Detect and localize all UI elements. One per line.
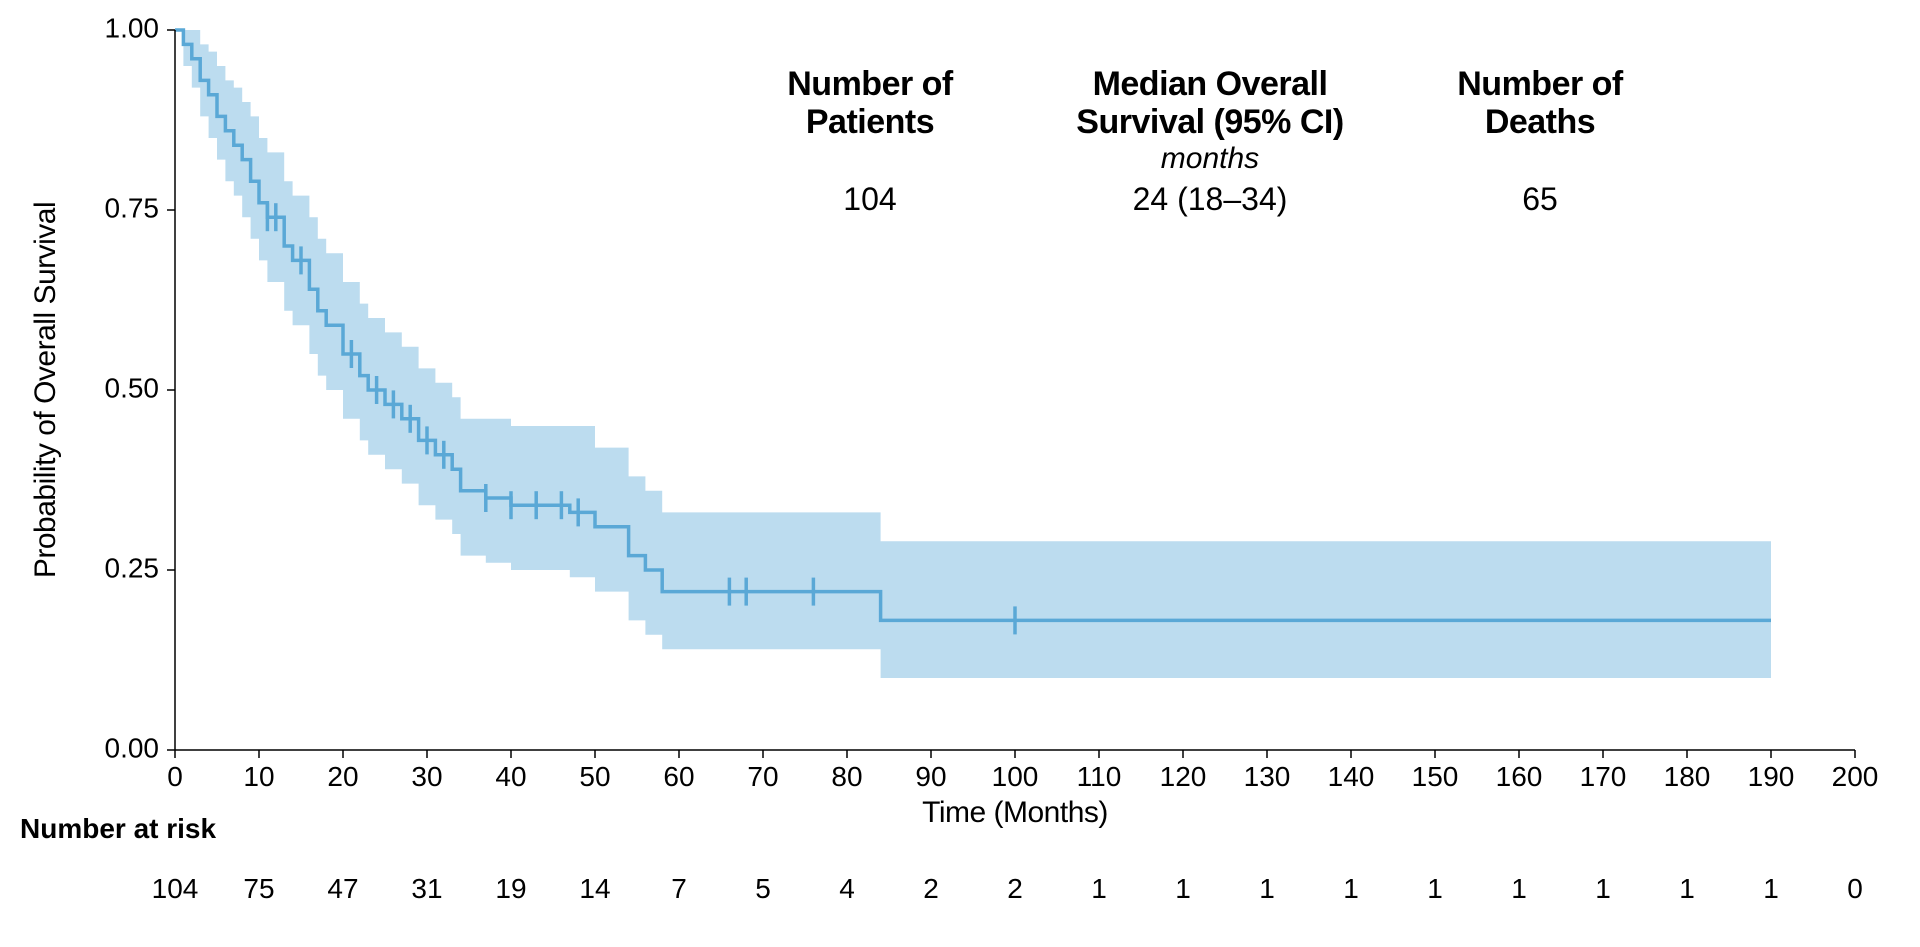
risk-value: 104 — [152, 873, 199, 904]
risk-table-label: Number at risk — [20, 813, 216, 844]
y-tick-label: 1.00 — [105, 12, 160, 43]
x-tick-label: 60 — [663, 761, 694, 792]
risk-value: 75 — [243, 873, 274, 904]
x-tick-label: 180 — [1664, 761, 1711, 792]
summary-header: Survival (95% CI) — [1076, 103, 1343, 141]
x-tick-label: 200 — [1832, 761, 1879, 792]
summary-subheader: months — [1161, 142, 1259, 175]
risk-value: 0 — [1847, 873, 1863, 904]
risk-value: 1 — [1259, 873, 1275, 904]
risk-value: 1 — [1679, 873, 1695, 904]
summary-value: 104 — [843, 181, 896, 217]
summary-header: Patients — [806, 103, 934, 141]
risk-value: 1 — [1091, 873, 1107, 904]
summary-header: Number of — [787, 65, 954, 103]
y-tick-label: 0.00 — [105, 732, 160, 763]
risk-value: 1 — [1511, 873, 1527, 904]
x-tick-label: 170 — [1580, 761, 1627, 792]
x-tick-label: 20 — [327, 761, 358, 792]
x-axis-title: Time (Months) — [922, 796, 1108, 829]
x-tick-label: 110 — [1077, 761, 1122, 792]
x-tick-label: 190 — [1748, 761, 1795, 792]
risk-value: 2 — [1007, 873, 1023, 904]
y-tick-label: 0.75 — [105, 192, 160, 223]
x-tick-label: 40 — [495, 761, 526, 792]
x-tick-label: 70 — [747, 761, 778, 792]
risk-value: 1 — [1763, 873, 1779, 904]
x-tick-label: 30 — [411, 761, 442, 792]
x-tick-label: 90 — [915, 761, 946, 792]
risk-value: 5 — [755, 873, 771, 904]
risk-value: 19 — [495, 873, 526, 904]
x-tick-label: 130 — [1244, 761, 1291, 792]
chart-svg: 0.00 0.25 0.50 0.75 1.00 Probability of Overa… — [0, 0, 1920, 942]
risk-value: 47 — [327, 873, 358, 904]
y-tick-label: 0.50 — [105, 372, 160, 403]
km-chart: 0.00 0.25 0.50 0.75 1.00 Probability of Overa… — [0, 0, 1920, 947]
summary-header: Deaths — [1485, 103, 1595, 141]
risk-value: 1 — [1427, 873, 1443, 904]
risk-value: 1 — [1175, 873, 1191, 904]
summary-value: 24 (18–34) — [1133, 181, 1288, 217]
x-tick-label: 80 — [831, 761, 862, 792]
x-tick-label: 0 — [167, 761, 183, 792]
y-axis-title: Probability of Overall Survival — [29, 202, 62, 578]
x-tick-label: 50 — [579, 761, 610, 792]
x-tick-label: 150 — [1412, 761, 1459, 792]
summary-header: Number of — [1457, 65, 1624, 103]
risk-value: 1 — [1595, 873, 1611, 904]
risk-value: 2 — [923, 873, 939, 904]
x-tick-label: 140 — [1328, 761, 1375, 792]
summary-header: Median Overall — [1093, 65, 1328, 103]
risk-value: 7 — [671, 873, 687, 904]
x-tick-label: 160 — [1496, 761, 1543, 792]
x-tick-label: 10 — [243, 761, 274, 792]
risk-value: 1 — [1343, 873, 1359, 904]
x-tick-label: 100 — [992, 761, 1039, 792]
x-tick-label: 120 — [1160, 761, 1207, 792]
summary-value: 65 — [1522, 181, 1558, 217]
y-tick-label: 0.25 — [105, 552, 160, 583]
risk-value: 4 — [839, 873, 855, 904]
risk-value: 31 — [411, 873, 442, 904]
risk-value: 14 — [579, 873, 610, 904]
